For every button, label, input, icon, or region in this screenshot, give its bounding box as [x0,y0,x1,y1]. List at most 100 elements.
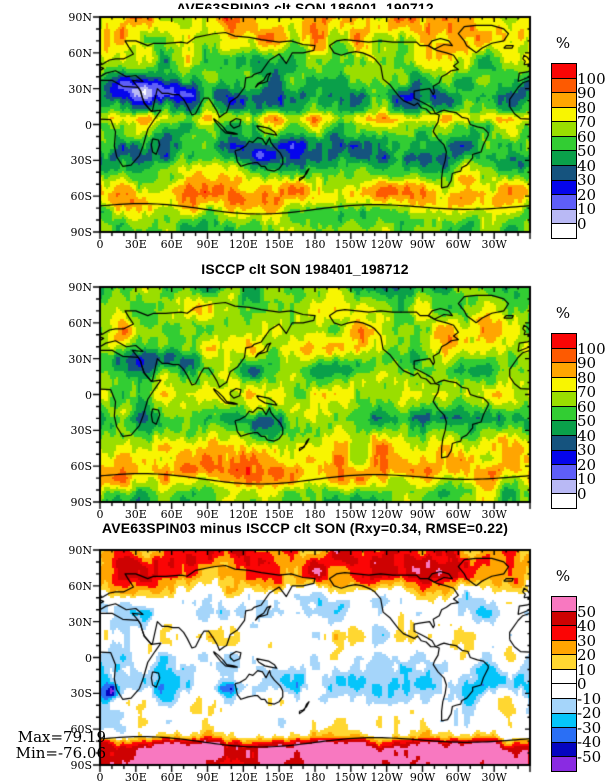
colorbar-tick-label: 40 [577,156,597,175]
lat-tick-label: 0 [85,388,92,402]
colorbar-cell [552,376,576,392]
colorbar-cell [552,194,576,209]
colorbar-cell [552,362,576,377]
lon-tick-label: 60W [445,771,471,782]
colorbar-cell [552,610,576,626]
colorbar-cell [552,106,576,122]
colorbar-cell [552,92,576,107]
colorbar-tick-label: 70 [577,113,597,131]
colorbar-tick-label: -10 [577,689,602,708]
colorbar-tick-label: 60 [577,127,597,146]
lon-tick-label: 60E [160,771,183,782]
colorbar-cell [552,208,576,224]
lon-tick-label: 30E [124,771,147,782]
lon-tick-label: 150W [334,508,367,521]
lon-tick-label: 150E [264,508,294,521]
lon-tick-label: 60E [160,238,183,251]
colorbar-tick-label: 90 [577,84,597,102]
lon-tick-label: 150E [264,771,294,782]
colorbar-cell [552,135,576,151]
lon-tick-label: 30W [481,238,507,251]
colorbar-tick-label: 0 [577,484,587,503]
colorbar-cell [552,683,576,699]
lat-tick-label: 30S [70,154,92,168]
lon-tick-label: 180 [304,238,326,251]
colorbar-tick-label: 100 [577,69,606,88]
min-value-label: Min=-76.06 [15,744,106,762]
colorbar-isccp [551,333,577,509]
colorbar-tick-label: 10 [577,200,597,218]
lon-tick-label: 180 [304,771,326,782]
colorbar-difference [551,596,577,772]
lon-tick-label: 0 [96,508,104,521]
colorbar-tick-label: 20 [577,455,597,474]
lat-tick-label: 30S [70,687,92,701]
colorbar-tick-label: 10 [577,660,597,679]
colorbar-cell [552,420,576,436]
lat-tick-label: 30N [68,352,92,366]
lon-tick-label: 60E [160,508,183,521]
colorbar-tick-label: 20 [577,646,597,664]
colorbar-tick-label: 30 [577,171,597,189]
panel-title-isccp: ISCCP clt SON 198401_198712 [201,261,409,277]
colorbar-cell [552,121,576,136]
lon-tick-label: 180 [304,508,326,521]
lat-tick-label: 30S [70,424,92,438]
lon-tick-label: 120E [228,771,258,782]
colorbar-cell [552,597,576,611]
colorbar-cell [552,464,576,479]
colorbar-tick-label: 100 [577,339,606,358]
colorbar-cell [552,493,576,508]
lon-tick-label: 90E [196,771,219,782]
colorbar-cell [552,77,576,93]
map-canvas-model [92,9,538,240]
lat-tick-label: 30N [68,615,92,629]
colorbar-cell [552,223,576,238]
colorbar-tick-label: -30 [577,718,602,737]
colorbar-model [551,63,577,239]
lon-tick-label: 90E [196,508,219,521]
colorbar-tick-label: 0 [577,214,587,233]
colorbar-cell [552,179,576,195]
lat-tick-label: 30N [68,82,92,96]
colorbar-cell [552,334,576,348]
colorbar-tick-label: 40 [577,426,597,445]
lat-tick-label: 90S [70,226,92,239]
colorbar-cell [552,391,576,406]
colorbar-tick-label: 10 [577,470,597,488]
colorbar-cell [552,756,576,771]
colorbar-cell [552,625,576,640]
colorbar-tick-label: 80 [577,368,597,387]
lon-tick-label: 30W [481,771,507,782]
lon-tick-label: 30E [124,238,147,251]
colorbar-cell [552,668,576,684]
lon-tick-label: 30W [481,508,507,521]
colorbar-cell [552,449,576,465]
colorbar-cell [552,435,576,450]
colorbar-cell [552,654,576,669]
lat-tick-label: 90N [68,11,92,24]
lon-tick-label: 90W [409,238,436,251]
colorbar-cell [552,712,576,728]
lat-tick-label: 90S [70,759,92,772]
colorbar-unit-label: % [555,567,571,585]
lat-tick-label: 60S [70,723,92,737]
lon-tick-label: 120E [228,508,258,521]
colorbar-tick-label: -20 [577,704,602,722]
colorbar-tick-label: -40 [577,733,602,751]
colorbar-cell [552,165,576,180]
colorbar-tick-label: 30 [577,631,597,650]
lon-tick-label: 120W [370,771,403,782]
colorbar-tick-label: 50 [577,602,597,621]
max-value-label: Max=79.19 [17,728,106,746]
panel-title-difference: AVE63SPIN03 minus ISCCP clt SON (Rxy=0.3… [101,520,509,536]
colorbar-tick-label: 0 [577,675,587,693]
colorbar-tick-label: 30 [577,441,597,459]
lat-tick-label: 60S [70,460,92,474]
colorbar-tick-label: -50 [577,747,602,766]
lon-tick-label: 90W [409,508,436,521]
map-canvas-isccp [92,279,538,510]
colorbar-cell [552,741,576,757]
lat-tick-label: 60N [68,579,92,593]
